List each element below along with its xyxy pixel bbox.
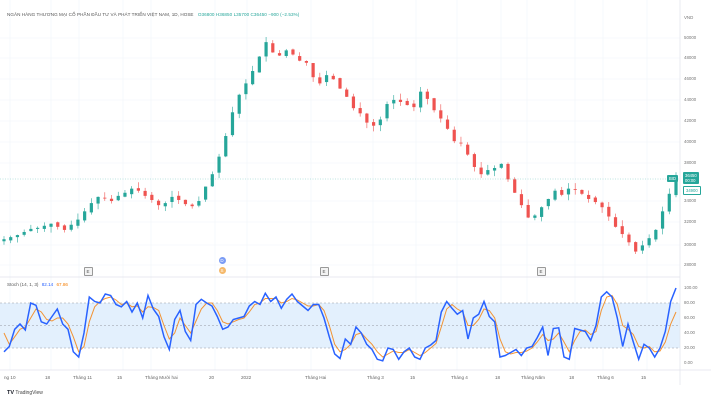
price-tick-label: 30000 xyxy=(684,242,697,247)
price-tick-label: 38000 xyxy=(684,160,697,165)
price-tick-label: 44000 xyxy=(684,97,697,102)
time-tick-label: Tháng Hai xyxy=(305,375,327,380)
price-tick-label: 42000 xyxy=(684,118,697,123)
time-tick-label: ng 10 xyxy=(4,375,16,380)
price-tick-label: 32000 xyxy=(684,219,697,224)
time-tick-label: Tháng Mười hai xyxy=(145,375,178,380)
earnings-marker[interactable]: E xyxy=(319,267,329,276)
time-tick-label: 15 xyxy=(641,375,647,380)
time-tick-label: Tháng Năm xyxy=(521,375,546,380)
split-marker[interactable]: S xyxy=(218,267,226,274)
stoch-k-line xyxy=(3,287,677,362)
stoch-d-value: 67.86 xyxy=(56,282,68,287)
stoch-band-lines xyxy=(0,302,680,349)
tradingview-icon: TV xyxy=(7,390,15,396)
stoch-k-value: 82.14 xyxy=(41,282,54,287)
stoch-legend[interactable]: Stoch (14, 1, 3) 82.14 67.86 xyxy=(7,282,68,287)
earnings-marker[interactable]: E xyxy=(536,267,546,276)
stoch-tick-label: 20.00 xyxy=(684,345,695,350)
time-tick-label: 20 xyxy=(209,375,215,380)
price-tick-label: 34000 xyxy=(684,198,697,203)
stoch-tick-label: 40.00 xyxy=(684,330,695,335)
earnings-marker[interactable]: E xyxy=(83,267,93,276)
time-tick-label: Tháng 6 xyxy=(597,375,614,380)
current-price-tag: 36450 00:00 xyxy=(683,172,699,184)
time-tick-label: Tháng 3 xyxy=(367,375,384,380)
time-tick-label: Tháng 11 xyxy=(73,375,93,380)
stoch-tick-label: 80.00 xyxy=(684,300,695,305)
price-tick-label: 40000 xyxy=(684,139,697,144)
stoch-tick-label: 0.00 xyxy=(684,360,693,365)
price-axis-unit: VND xyxy=(684,15,694,20)
candlestick-series xyxy=(2,36,678,255)
time-tick-label: 15 xyxy=(117,375,123,380)
stoch-tick-label: 100.00 xyxy=(684,285,698,290)
stoch-d-line xyxy=(3,294,677,358)
time-tick-label: 18 xyxy=(45,375,51,380)
price-tick-label: 28000 xyxy=(684,262,697,267)
price-tick-label: 50000 xyxy=(684,35,697,40)
current-price: 36450 xyxy=(685,173,697,178)
dividend-marker[interactable]: D xyxy=(218,257,226,264)
time-tick-label: Tháng 4 xyxy=(451,375,468,380)
symbol-description: NGÂN HÀNG THƯƠNG MẠI CỔ PHẦN ĐẦU TƯ VÀ P… xyxy=(7,12,194,17)
secondary-price-tag: 34900 xyxy=(683,186,701,195)
stoch-tick-label: 60.00 xyxy=(684,315,695,320)
stoch-title: Stoch (14, 1, 3) xyxy=(7,282,39,287)
bar-countdown: 00:00 xyxy=(685,178,696,183)
chart-title: NGÂN HÀNG THƯƠNG MẠI CỔ PHẦN ĐẦU TƯ VÀ P… xyxy=(7,12,299,17)
time-tick-label: 18 xyxy=(569,375,575,380)
ohlc-values: O36800 H36850 L35700 C36450 −900 (−2.53%… xyxy=(197,12,300,17)
price-tick-label: 48000 xyxy=(684,55,697,60)
brand-name: TradingView xyxy=(15,390,43,396)
time-tick-label: 2022 xyxy=(241,375,252,380)
time-tick-label: 15 xyxy=(410,375,416,380)
symbol-tag: BID xyxy=(667,175,678,182)
time-tick-label: 18 xyxy=(495,375,501,380)
price-tick-label: 46000 xyxy=(684,76,697,81)
tradingview-logo[interactable]: TV TradingView xyxy=(7,390,43,396)
